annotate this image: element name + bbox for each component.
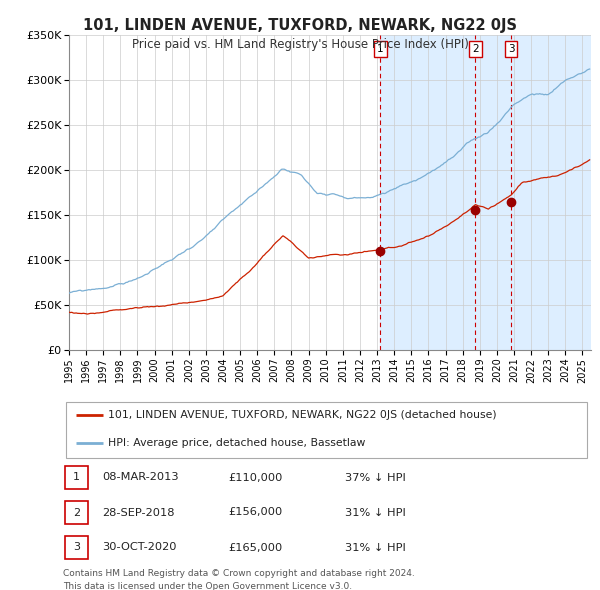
Text: 2: 2 [73,507,80,517]
Text: £165,000: £165,000 [228,542,282,552]
Text: 30-OCT-2020: 30-OCT-2020 [102,542,176,552]
Text: £110,000: £110,000 [228,473,283,483]
FancyBboxPatch shape [65,402,587,458]
Text: 37% ↓ HPI: 37% ↓ HPI [345,473,406,483]
Text: 3: 3 [508,44,514,54]
Text: 101, LINDEN AVENUE, TUXFORD, NEWARK, NG22 0JS: 101, LINDEN AVENUE, TUXFORD, NEWARK, NG2… [83,18,517,33]
Text: Price paid vs. HM Land Registry's House Price Index (HPI): Price paid vs. HM Land Registry's House … [131,38,469,51]
Text: 2: 2 [472,44,479,54]
Text: 28-SEP-2018: 28-SEP-2018 [102,507,175,517]
Text: 1: 1 [73,473,80,483]
Bar [380,35,600,350]
Text: This data is licensed under the Open Government Licence v3.0.: This data is licensed under the Open Gov… [63,582,352,590]
FancyBboxPatch shape [65,502,88,524]
Text: 08-MAR-2013: 08-MAR-2013 [102,473,179,483]
Text: Contains HM Land Registry data © Crown copyright and database right 2024.: Contains HM Land Registry data © Crown c… [63,569,415,578]
Text: HPI: Average price, detached house, Bassetlaw: HPI: Average price, detached house, Bass… [108,438,365,448]
FancyBboxPatch shape [65,536,88,559]
Text: 3: 3 [73,542,80,552]
Text: 31% ↓ HPI: 31% ↓ HPI [345,542,406,552]
Text: 1: 1 [377,44,383,54]
Text: £156,000: £156,000 [228,507,282,517]
Text: 101, LINDEN AVENUE, TUXFORD, NEWARK, NG22 0JS (detached house): 101, LINDEN AVENUE, TUXFORD, NEWARK, NG2… [108,410,497,420]
FancyBboxPatch shape [65,466,88,489]
Text: 31% ↓ HPI: 31% ↓ HPI [345,507,406,517]
